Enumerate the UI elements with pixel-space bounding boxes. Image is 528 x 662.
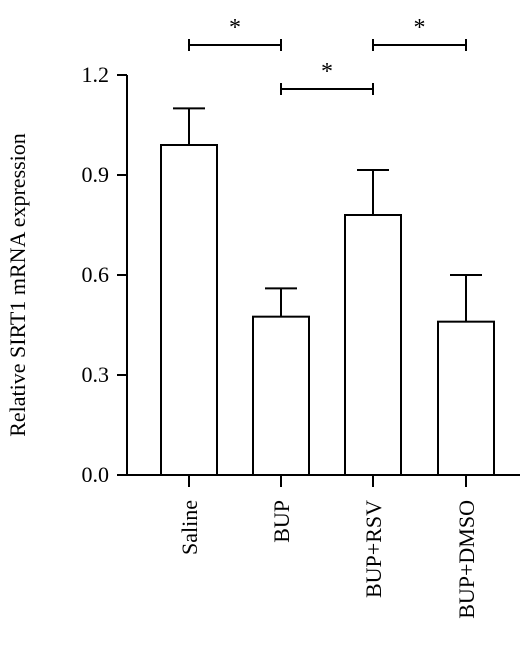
y-tick-label: 0.6 (82, 262, 110, 287)
y-tick-label: 0.3 (82, 362, 110, 387)
error-bar-group (173, 107, 482, 322)
bar (437, 320, 495, 476)
x-tick-label: BUP (269, 500, 294, 543)
x-tick-label: BUP+RSV (361, 500, 386, 598)
y-tick-label: 1.2 (82, 62, 110, 87)
significance-star: * (414, 15, 426, 41)
y-axis-label: Relative SIRT1 mRNA expression (5, 133, 30, 437)
bar (344, 214, 402, 476)
label-group: 0.0 0.3 0.6 0.9 1.2 Relative SIRT1 mRNA expre… (5, 15, 479, 619)
bar-group (160, 144, 495, 476)
y-tick-label: 0.0 (82, 462, 110, 487)
bar (160, 144, 218, 476)
y-tick-label: 0.9 (82, 162, 110, 187)
significance-star: * (229, 15, 241, 41)
significance-group (188, 39, 467, 95)
x-tick-label: BUP+DMSO (454, 500, 479, 619)
x-tick-label: Saline (177, 500, 202, 555)
bar (252, 315, 310, 476)
significance-star: * (321, 59, 333, 85)
